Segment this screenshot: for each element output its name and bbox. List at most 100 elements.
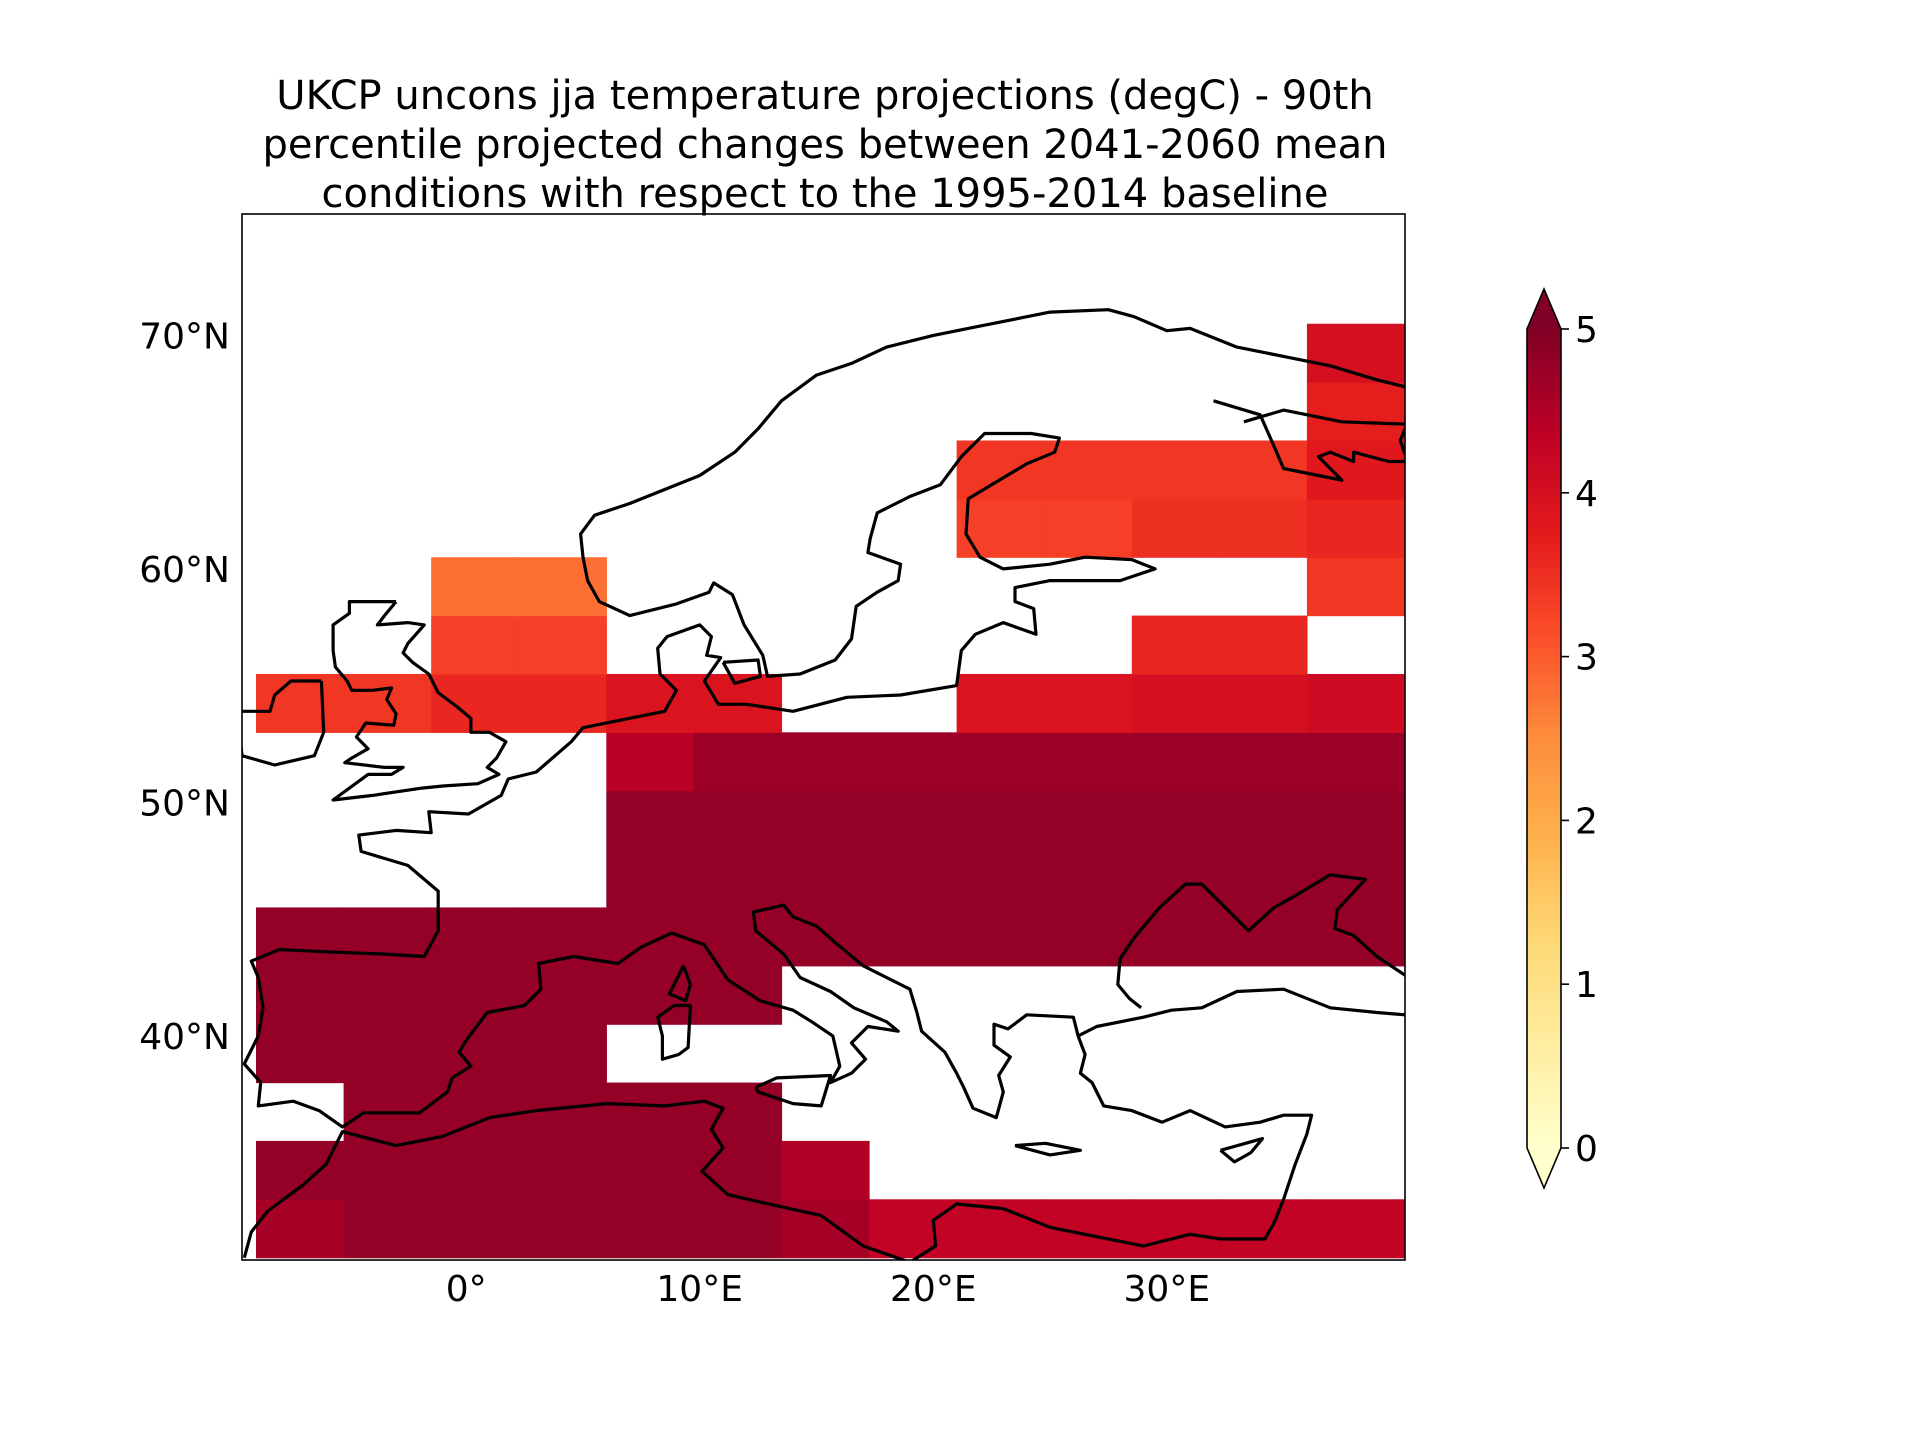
grid-cell (256, 673, 345, 733)
grid-cell (431, 1199, 520, 1259)
coastline (242, 679, 326, 767)
x-tick-label: 10°E (656, 1269, 743, 1310)
grid-cell (1131, 790, 1220, 850)
grid-cell (1745, 674, 1833, 733)
coastline (1014, 1141, 1082, 1157)
grid-cell (431, 1140, 520, 1200)
coastline (1398, 428, 1405, 456)
grid-cell (1394, 323, 1405, 383)
grid-cell (1219, 1199, 1308, 1259)
grid-cell (781, 732, 870, 792)
grid-cell (1570, 907, 1658, 966)
grid-cell (1832, 324, 1920, 383)
x-tick-label: 0° (446, 1269, 487, 1310)
grid-cell (1394, 557, 1405, 617)
grid-cell (1745, 265, 1833, 324)
coastline (721, 658, 762, 685)
colorbar-extend-max (1527, 289, 1561, 329)
colorbar: 0 1 2 3 4 5 (1526, 286, 1598, 1191)
colorbar-tick-label: 0 (1575, 1129, 1598, 1170)
coastline (1116, 873, 1405, 1010)
data-grid (256, 265, 1920, 1259)
grid-cell (1044, 907, 1133, 967)
grid-cell (1832, 557, 1920, 616)
grid-cell (1394, 1199, 1405, 1259)
grid-cell (606, 1140, 695, 1200)
grid-cell (256, 907, 345, 967)
grid-cell (1745, 616, 1833, 675)
grid-cell (1131, 440, 1220, 500)
grid-cell (693, 1140, 783, 1200)
grid-cell (256, 1140, 345, 1200)
grid-cell (431, 557, 520, 617)
grid-cell (431, 1082, 520, 1142)
grid-cell (1570, 849, 1658, 908)
grid-cell (431, 615, 520, 675)
grid-cell (1657, 674, 1745, 733)
grid-cell (1394, 440, 1405, 500)
grid-cell (1306, 790, 1396, 850)
grid-cell (956, 498, 1045, 558)
grid-cell (693, 965, 783, 1025)
grid-cell (1306, 498, 1396, 558)
colorbar-tick-label: 1 (1575, 965, 1598, 1006)
y-tick-label: 70°N (139, 316, 230, 357)
grid-cell (1832, 265, 1920, 324)
grid-cell (518, 965, 607, 1025)
grid-cell (606, 965, 695, 1025)
grid-cell (1570, 674, 1658, 733)
grid-cell (606, 732, 695, 792)
grid-cell (1219, 498, 1308, 558)
grid-cell (1394, 498, 1405, 558)
grid-cell (869, 907, 958, 967)
grid-cell (1131, 615, 1220, 675)
grid-cell (343, 1024, 432, 1084)
x-axis: 0° 10°E 20°E 30°E (446, 1269, 1210, 1310)
y-tick-label: 40°N (139, 1017, 230, 1058)
grid-cell (869, 732, 958, 792)
grid-cell (1394, 849, 1405, 909)
grid-cell (693, 907, 783, 967)
grid-cell (1306, 440, 1396, 500)
grid-cell (1131, 1199, 1220, 1259)
grid-cell (431, 965, 520, 1025)
grid-cell (693, 1082, 783, 1142)
grid-cell (1832, 966, 1920, 1025)
grid-cell (1482, 1199, 1570, 1258)
grid-cell (1832, 732, 1920, 791)
grid-cell (1832, 499, 1920, 558)
grid-cell (343, 1140, 432, 1200)
coastline (331, 600, 508, 802)
grid-cell (1306, 1199, 1396, 1259)
grid-cell (1131, 673, 1220, 733)
grid-cell (1832, 849, 1920, 908)
grid-cell (1745, 791, 1833, 850)
grid-cell (781, 1140, 870, 1200)
grid-cell (1044, 790, 1133, 850)
grid-cell (343, 1199, 432, 1259)
colorbar-tick-label: 3 (1575, 638, 1598, 679)
colorbar-extend-min (1527, 1148, 1561, 1188)
grid-cell (1394, 790, 1405, 850)
grid-cell (956, 440, 1045, 500)
grid-cell (1570, 732, 1658, 791)
grid-cell (343, 965, 432, 1025)
grid-cell (1657, 1199, 1745, 1258)
grid-cell (606, 849, 695, 909)
grid-cell (1745, 1199, 1833, 1258)
grid-cell (1570, 1199, 1658, 1258)
grid-cell (1131, 498, 1220, 558)
grid-cell (1745, 324, 1833, 383)
grid-cell (781, 849, 870, 909)
grid-cell (606, 1082, 695, 1142)
grid-cell (693, 849, 783, 909)
grid-cell (956, 790, 1045, 850)
grid-cell (518, 1024, 607, 1084)
coastline (1219, 1137, 1265, 1164)
coastline (667, 965, 692, 1003)
grid-cell (1832, 1199, 1920, 1258)
coastline (1243, 408, 1405, 426)
title-line-1: UKCP uncons jja temperature projections … (276, 73, 1374, 119)
grid-cell (1306, 673, 1396, 733)
grid-cell (1394, 732, 1405, 792)
